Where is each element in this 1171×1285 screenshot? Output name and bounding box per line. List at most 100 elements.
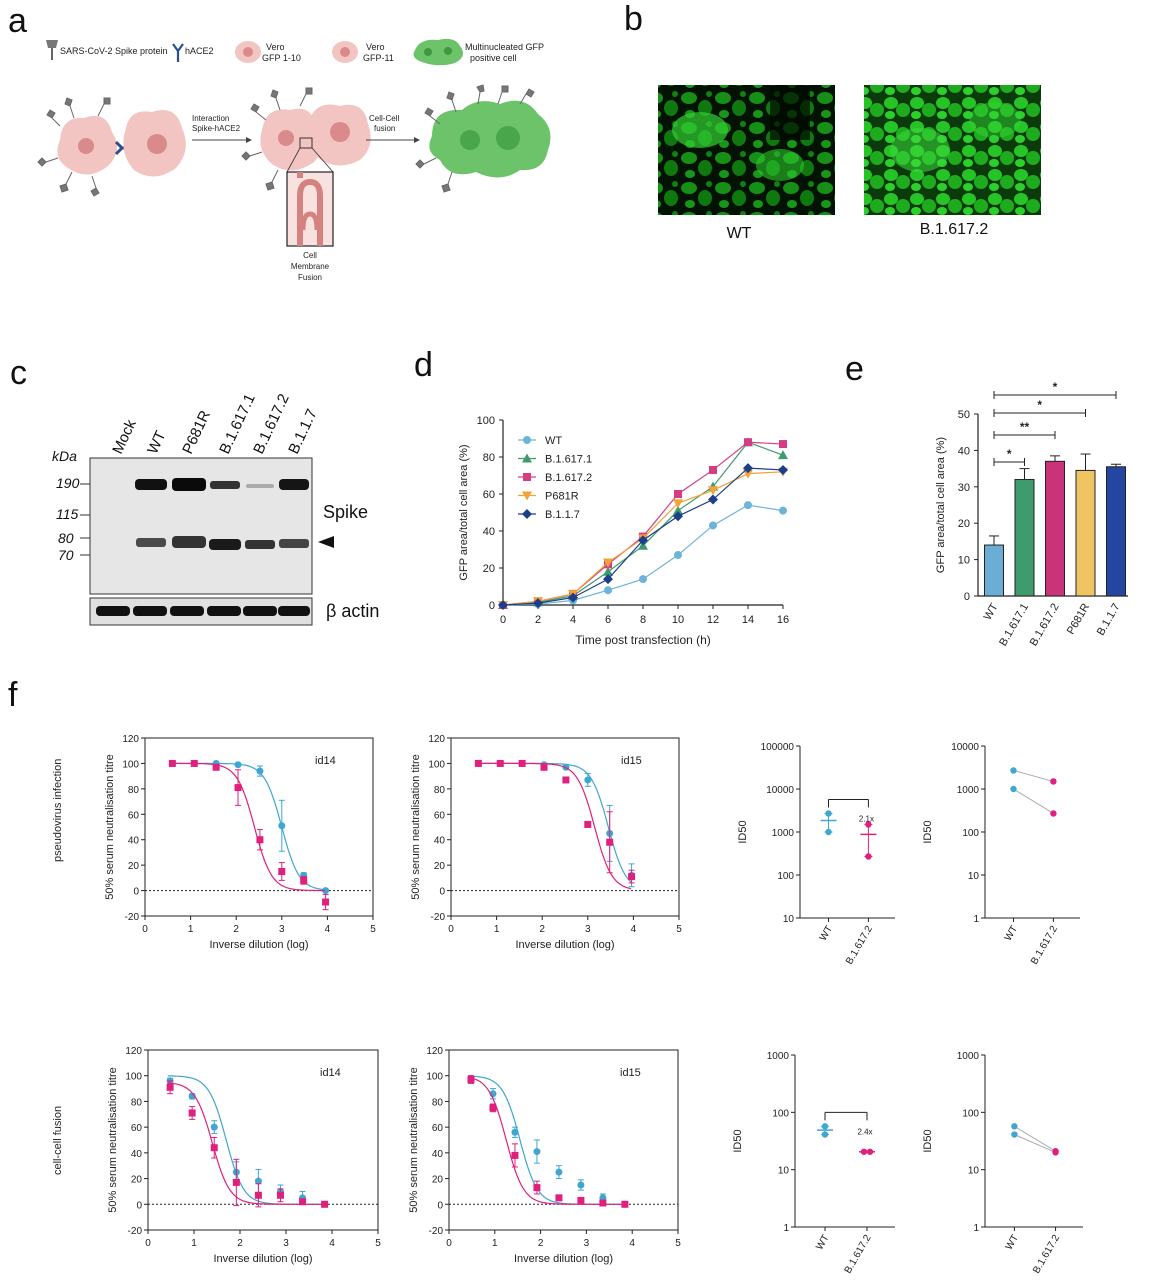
paired-connector	[1013, 769, 1054, 782]
data-point-b.1.617.2	[1050, 810, 1057, 817]
data-point-wt	[584, 776, 592, 784]
y-axis-label: 50% serum neutralisation titre	[104, 754, 116, 900]
step2-label-line1: Cell-Cell	[369, 114, 399, 123]
x-tick-label: 2	[538, 1238, 544, 1249]
target-cell	[123, 110, 186, 177]
legend-vero2-line2: GFP-11	[363, 53, 394, 63]
data-point-b.1.1.7	[778, 464, 788, 475]
category-label: B.1.617.2	[843, 1233, 874, 1276]
data-point-b.1.617.2	[256, 836, 264, 844]
y-tick-label: 1000	[772, 828, 795, 839]
y-tick-label: 10000	[951, 742, 979, 753]
fold-change-label: 2.4x	[857, 1127, 872, 1136]
arrow-right-icon	[366, 137, 420, 143]
y-tick-label: 60	[434, 810, 446, 821]
data-point-wt	[1010, 785, 1017, 793]
y-tick-label: 10	[778, 1166, 790, 1177]
vero-gfp11-cell-icon	[332, 41, 358, 63]
lane-label-mock: Mock	[109, 417, 140, 457]
y-tick-label: 40	[958, 445, 970, 457]
data-point-wt	[533, 1148, 541, 1156]
pv-id50-mean-chart: 10 100 1000 10000 100000 ID50 WT B.1.617.2 2.1x	[737, 742, 895, 967]
x-tick-label: 0	[142, 924, 148, 935]
legend-label: B.1.617.1	[545, 454, 592, 466]
y-tick-label: 20	[131, 1175, 143, 1186]
data-point-b.1.617.2	[584, 820, 592, 828]
data-point-wt	[1011, 1123, 1018, 1130]
legend-multi-line2: positive cell	[470, 53, 517, 63]
plot-frame	[144, 737, 374, 917]
y-tick-label: 120	[428, 734, 445, 745]
actin-blot	[89, 597, 313, 626]
x-tick-label: 2	[539, 924, 545, 935]
y-axis-label: ID50	[732, 1129, 744, 1152]
y-tick-label: 120	[122, 734, 139, 745]
y-tick-label: 20	[958, 518, 970, 530]
x-axis-label: Time post transfection (h)	[575, 633, 711, 647]
data-point-b.1.617.2	[511, 1151, 519, 1159]
micrograph-b16172-label: B.1.617.2	[920, 221, 989, 238]
step1-label-line2: Spike-hACE2	[192, 124, 241, 133]
data-point-b.1.617.1	[778, 450, 788, 460]
category-label: WT	[814, 1233, 831, 1252]
panel-a-schematic: SARS-CoV-2 Spike protein hACE2 Vero GFP …	[37, 38, 551, 282]
x-tick-label: 1	[492, 1238, 498, 1249]
y-tick-label: 40	[128, 836, 140, 847]
category-label: WT	[1003, 924, 1020, 943]
micrograph-b16172	[864, 85, 1041, 215]
y-tick-label: 1000	[957, 1051, 980, 1062]
zoom-label-line2: Membrane	[291, 262, 330, 271]
cc-id50-paired-chart: 1 10 100 1000 ID50 WT B.1.617.2	[922, 1051, 1083, 1276]
y-tick-label: 100	[477, 415, 495, 427]
data-point-wt	[1011, 1131, 1018, 1138]
plot-frame	[450, 737, 680, 917]
bar-b.1.617.1	[1014, 479, 1035, 597]
x-tick-label: 10	[672, 614, 684, 626]
category-label: B.1.1.7	[1095, 602, 1123, 638]
bar-b.1.617.2	[1045, 460, 1065, 597]
data-point-wt	[674, 551, 682, 560]
bar-wt	[984, 544, 1004, 597]
data-point-wt	[577, 1181, 585, 1189]
western-blot-lane-labels: Mock WT P681R B.1.617.1 B.1.617.2 B.1.1.…	[109, 391, 321, 456]
data-point-b.1.617.2	[1050, 778, 1057, 785]
paired-connector	[1014, 1125, 1056, 1152]
pv-id50-paired-chart: 1 10 100 1000 10000 ID50 WT B.1.617.2	[922, 742, 1080, 967]
x-tick-label: 4	[329, 1238, 335, 1249]
y-tick-label: 10	[783, 914, 795, 925]
x-tick-label: 16	[777, 614, 789, 626]
data-point-wt	[709, 521, 717, 530]
data-point-b.1.617.2	[779, 440, 787, 449]
category-label: B.1.617.2	[1028, 602, 1062, 649]
data-point-b.1.617.2	[210, 1144, 218, 1152]
x-tick-label: 3	[283, 1238, 289, 1249]
panel-annotation: id14	[315, 755, 336, 767]
y-tick-label: 100	[777, 871, 794, 882]
bar-p681r	[1075, 469, 1096, 597]
x-tick-label: 5	[675, 1238, 681, 1249]
data-point-wt	[322, 887, 330, 895]
y-tick-label: 0	[437, 1200, 443, 1211]
y-tick-label: 120	[426, 1046, 443, 1057]
panel-label-a: a	[8, 2, 27, 40]
x-tick-label: 8	[640, 614, 646, 626]
actin-band-label: β actin	[326, 601, 379, 621]
legend-label: B.1.1.7	[545, 509, 580, 521]
legend-marker	[523, 473, 531, 481]
panel-label-f: f	[8, 676, 18, 714]
data-point-wt	[555, 1168, 563, 1176]
data-point-b.1.617.2	[599, 1199, 607, 1207]
data-point-p681r	[603, 558, 613, 568]
y-tick-label: -20	[431, 912, 446, 923]
x-tick-label: 6	[605, 614, 611, 626]
data-point-b.1.1.7	[743, 463, 753, 474]
y-axis-label: GFP area/total cell area (%)	[935, 437, 947, 573]
x-tick-label: 5	[676, 924, 682, 935]
legend-marker	[523, 436, 531, 444]
data-point-wt	[744, 501, 752, 510]
bound-cell-pair	[241, 87, 371, 191]
data-point-b.1.617.2	[865, 821, 872, 828]
data-point-wt	[639, 575, 647, 584]
data-point-wt	[511, 1128, 519, 1136]
